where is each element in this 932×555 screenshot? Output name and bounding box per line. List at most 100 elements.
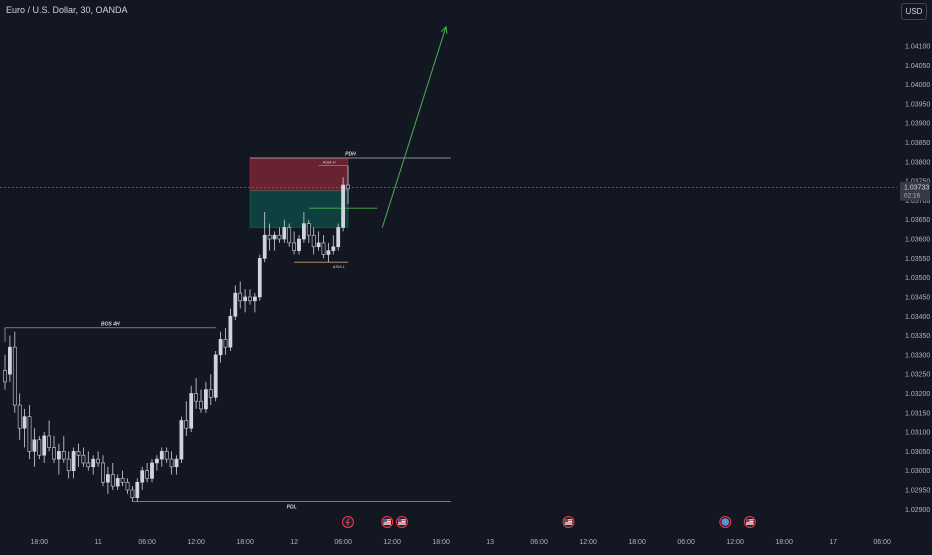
candle <box>311 227 316 255</box>
symbol-title: Euro / U.S. Dollar, 30, OANDA <box>6 5 128 15</box>
candle-body <box>346 184 350 190</box>
candle-body <box>287 227 292 244</box>
candle <box>37 435 42 460</box>
price-tick-label: 1.03050 <box>905 449 930 456</box>
us-flag-event-icon[interactable] <box>743 516 756 528</box>
flag-field <box>746 519 754 525</box>
price-tick-label: 1.03450 <box>905 294 930 301</box>
candle <box>272 231 277 251</box>
time-tick-label: 18:00 <box>775 539 793 546</box>
price-tick-label: 1.03100 <box>905 430 930 437</box>
currency-button[interactable]: USD <box>901 3 927 20</box>
candle <box>179 416 184 463</box>
price-tick-label: 1.03000 <box>905 468 930 475</box>
lightning-event-icon[interactable] <box>342 516 354 528</box>
globe-event-icon[interactable] <box>719 516 732 528</box>
candle <box>120 470 125 487</box>
candle <box>228 308 233 351</box>
candle-body <box>101 462 105 483</box>
time-tick-label: 12:00 <box>726 539 744 546</box>
candle-body <box>331 246 336 251</box>
candle-body <box>277 234 282 240</box>
candle-body <box>272 234 277 240</box>
candle-body <box>194 393 199 402</box>
flag-canton <box>746 519 750 522</box>
time-tick-label: 06:00 <box>530 539 548 546</box>
price-tick-label: 1.03250 <box>905 372 930 379</box>
candle-body <box>189 393 194 429</box>
price-axis[interactable]: 1.04100 1.04050 1.04000 1.03950 1.03900 1.038… <box>897 0 932 530</box>
candle-body <box>12 346 17 406</box>
last-price-label: 1.03733 <box>904 185 929 192</box>
time-tick-label: 18:00 <box>236 539 254 546</box>
candle <box>277 227 282 243</box>
time-tick-label: 18:00 <box>31 539 49 546</box>
candle-body <box>336 227 341 248</box>
projection-arrow[interactable] <box>381 26 447 228</box>
candle <box>135 478 140 502</box>
time-tick-label: 06:00 <box>873 539 891 546</box>
price-tick-label: 1.03650 <box>905 217 930 224</box>
candle-body <box>91 458 96 468</box>
us-flag-event-icon[interactable] <box>562 516 575 528</box>
candle <box>91 455 96 475</box>
candle <box>56 443 61 475</box>
candle <box>125 478 130 494</box>
candle-body <box>228 315 233 348</box>
candle-body <box>135 481 140 498</box>
us-flag-event-icon[interactable] <box>395 516 408 528</box>
candle-body <box>292 242 297 251</box>
candle <box>257 254 262 301</box>
candle-body <box>184 420 189 429</box>
candle-body <box>223 339 228 348</box>
time-axis[interactable]: 18:00 11 06:00 12:00 18:00 12 06:00 12:00 18:00 1… <box>31 539 891 546</box>
candle-body <box>76 451 81 456</box>
time-tick-label: 13 <box>486 539 494 546</box>
flag-field <box>398 519 406 525</box>
candle-body <box>61 451 66 460</box>
candle-body <box>267 234 272 240</box>
candle <box>316 231 321 251</box>
candle <box>66 451 71 479</box>
candle-body <box>262 234 267 259</box>
time-tick-label: 12:00 <box>383 539 401 546</box>
candle <box>32 428 37 467</box>
candle-body <box>159 451 164 460</box>
candle-body <box>66 458 71 471</box>
time-tick-label: 06:00 <box>677 539 695 546</box>
candle-body <box>125 481 130 491</box>
candle <box>306 219 311 243</box>
candle-body <box>96 458 101 464</box>
us-flag-event-icon[interactable] <box>381 516 394 528</box>
candle-body <box>341 184 346 228</box>
candle <box>204 381 208 413</box>
candle-body <box>218 339 223 356</box>
candle <box>12 331 17 413</box>
flag-canton <box>564 519 569 522</box>
price-tick-label: 1.03700 <box>905 198 930 205</box>
candle <box>326 242 331 263</box>
candle-body <box>22 416 27 429</box>
time-tick-label: 06:00 <box>334 539 352 546</box>
candle <box>346 165 350 205</box>
candle <box>101 455 105 487</box>
candle <box>22 408 27 448</box>
time-tick-label: 17 <box>829 539 837 546</box>
price-tick-label: 1.04000 <box>905 82 930 89</box>
candle-body <box>86 462 91 468</box>
candle <box>130 486 135 502</box>
price-tick-label: 1.04100 <box>905 44 930 51</box>
candle-body <box>150 462 154 479</box>
time-tick-label: 12:00 <box>579 539 597 546</box>
time-tick-label: 06:00 <box>138 539 156 546</box>
candle <box>159 447 164 467</box>
event-markers[interactable] <box>342 516 756 528</box>
demand-zone[interactable] <box>249 190 349 228</box>
candle-body <box>56 451 61 460</box>
candle <box>106 466 110 494</box>
flag-canton <box>398 519 402 522</box>
price-tick-label: 1.03150 <box>905 410 930 417</box>
countdown-label: 02:16 <box>904 193 921 200</box>
